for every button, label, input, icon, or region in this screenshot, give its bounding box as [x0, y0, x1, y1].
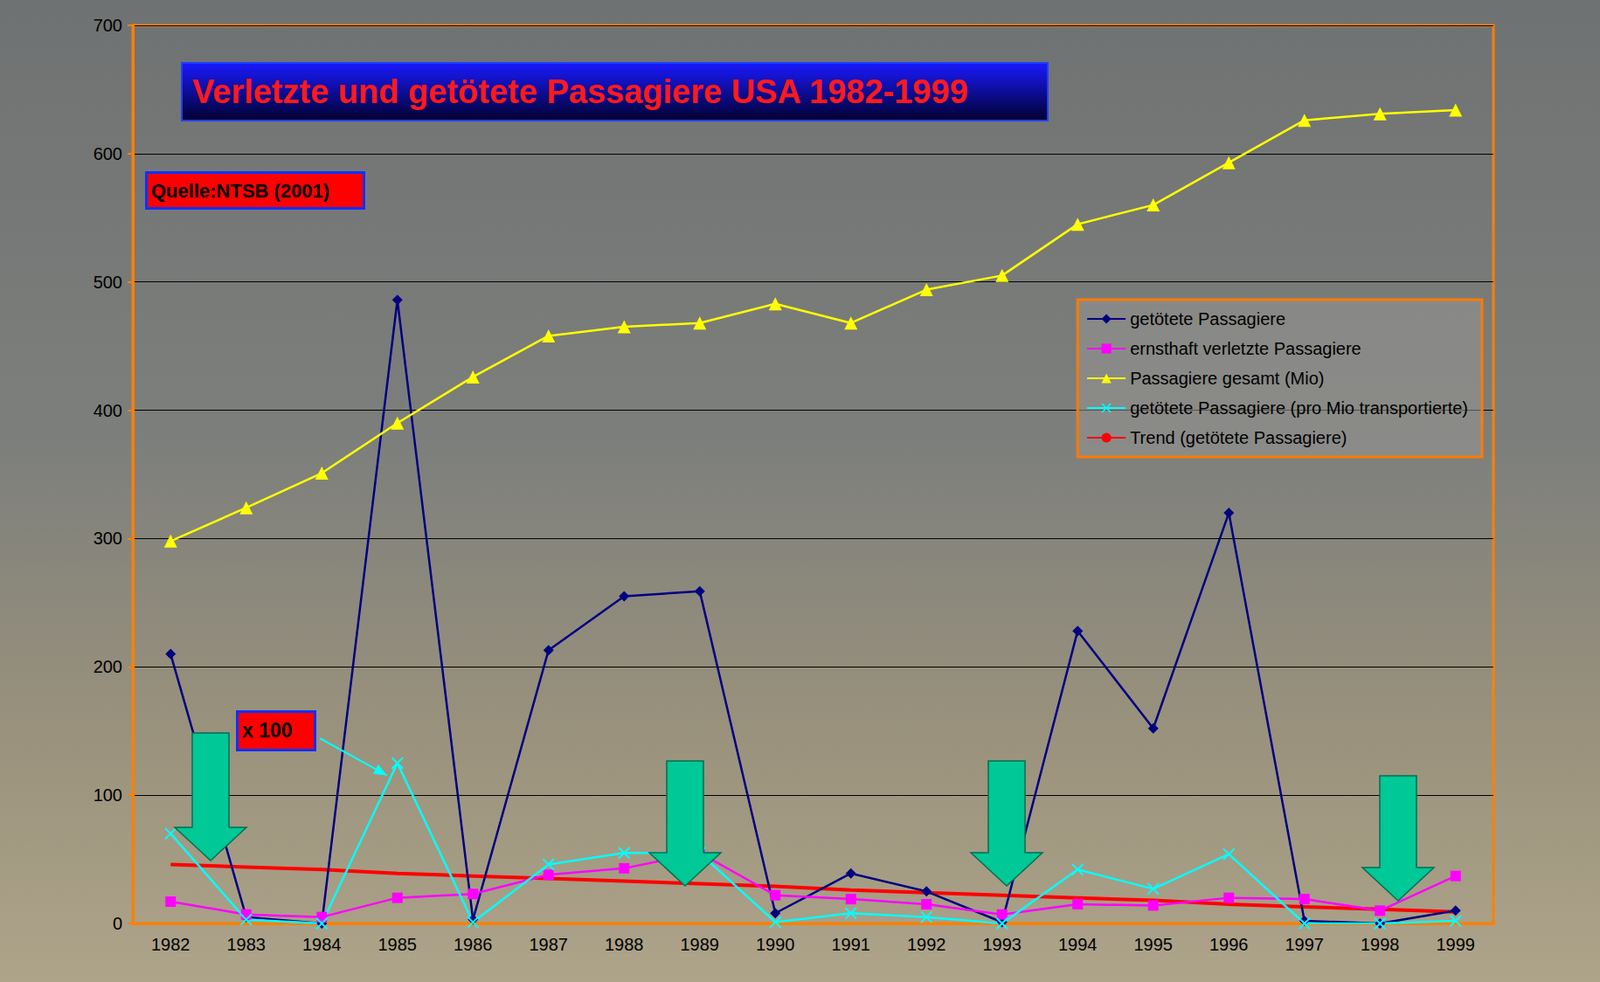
- svg-text:1987: 1987: [529, 935, 569, 955]
- svg-text:1982: 1982: [151, 935, 191, 955]
- svg-text:Quelle:NTSB (2001): Quelle:NTSB (2001): [151, 180, 330, 202]
- svg-text:1996: 1996: [1209, 935, 1249, 955]
- svg-text:1993: 1993: [983, 935, 1023, 955]
- svg-text:Verletzte und getötete Passagi: Verletzte und getötete Passagiere USA 19…: [192, 73, 969, 111]
- svg-text:100: 100: [93, 785, 123, 805]
- svg-text:1986: 1986: [453, 935, 493, 955]
- svg-text:1995: 1995: [1134, 935, 1174, 955]
- svg-text:x 100: x 100: [242, 719, 293, 742]
- svg-text:getötete Passagiere (pro Mio t: getötete Passagiere (pro Mio transportie…: [1129, 398, 1469, 418]
- svg-text:1988: 1988: [604, 935, 645, 955]
- svg-text:200: 200: [93, 657, 123, 677]
- svg-text:1983: 1983: [227, 935, 267, 955]
- svg-text:1999: 1999: [1436, 935, 1476, 955]
- svg-text:400: 400: [93, 401, 123, 421]
- svg-text:Trend (getötete Passagiere): Trend (getötete Passagiere): [1129, 428, 1347, 448]
- svg-text:1989: 1989: [680, 935, 721, 955]
- svg-text:1998: 1998: [1360, 935, 1400, 955]
- svg-text:1992: 1992: [907, 935, 947, 955]
- svg-text:Passagiere gesamt (Mio): Passagiere gesamt (Mio): [1129, 368, 1324, 388]
- svg-text:300: 300: [93, 528, 123, 548]
- svg-text:700: 700: [93, 15, 123, 35]
- svg-text:0: 0: [112, 914, 123, 934]
- svg-text:600: 600: [93, 144, 123, 164]
- svg-text:1990: 1990: [755, 935, 796, 955]
- svg-text:500: 500: [93, 272, 123, 292]
- svg-text:ernsthaft verletzte Passagiere: ernsthaft verletzte Passagiere: [1129, 339, 1362, 359]
- svg-text:1991: 1991: [831, 935, 872, 955]
- svg-text:getötete Passagiere: getötete Passagiere: [1129, 309, 1286, 329]
- svg-text:1984: 1984: [302, 935, 342, 955]
- svg-text:1994: 1994: [1058, 935, 1098, 955]
- svg-text:1985: 1985: [378, 935, 418, 955]
- svg-text:1997: 1997: [1285, 935, 1325, 955]
